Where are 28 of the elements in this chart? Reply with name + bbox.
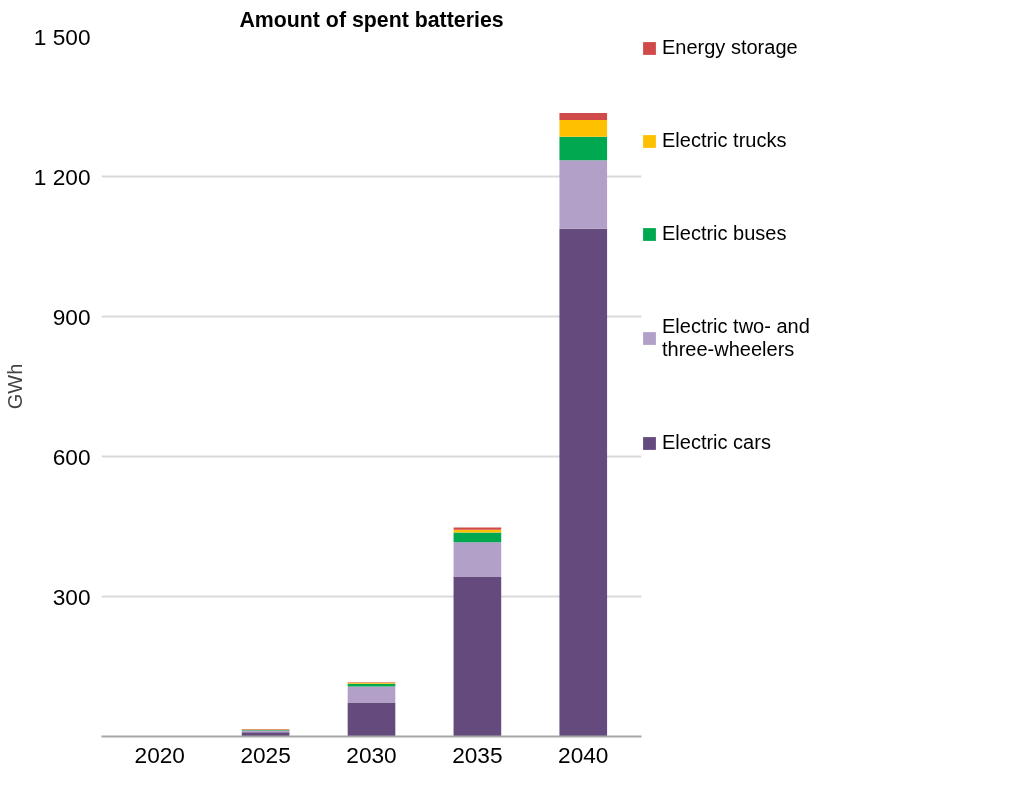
y-tick-label: 600: [52, 443, 91, 470]
bar: [559, 113, 608, 121]
legend-label: Electric buses: [662, 222, 787, 245]
bar: [453, 542, 502, 577]
y-tick-label: 1 200: [33, 163, 91, 190]
bar: [559, 136, 608, 161]
y-tick-label: 1 500: [33, 23, 91, 50]
bar: [241, 732, 290, 737]
bar: [347, 686, 396, 703]
y-tick-label: 900: [52, 303, 91, 330]
x-tick-label: 2040: [558, 741, 609, 768]
legend-label: Electric trucks: [662, 129, 787, 152]
bar: [559, 160, 608, 229]
y-axis-title: GWh: [3, 363, 26, 410]
x-tick-label: 2020: [134, 741, 185, 768]
x-tick-label: 2025: [240, 741, 291, 768]
bar: [453, 576, 502, 737]
legend-label: Electric two- and three-wheelers: [662, 315, 810, 361]
bar: [559, 228, 608, 737]
chart-title: Amount of spent batteries: [239, 7, 504, 32]
bar: [453, 532, 502, 543]
legend-label: Electric cars: [662, 431, 771, 454]
legend-label: Energy storage: [662, 36, 798, 59]
x-tick-label: 2030: [346, 741, 397, 768]
bar: [347, 702, 396, 737]
y-tick-label: 300: [52, 583, 91, 610]
x-tick-label: 2035: [452, 741, 503, 768]
bar: [559, 120, 608, 137]
